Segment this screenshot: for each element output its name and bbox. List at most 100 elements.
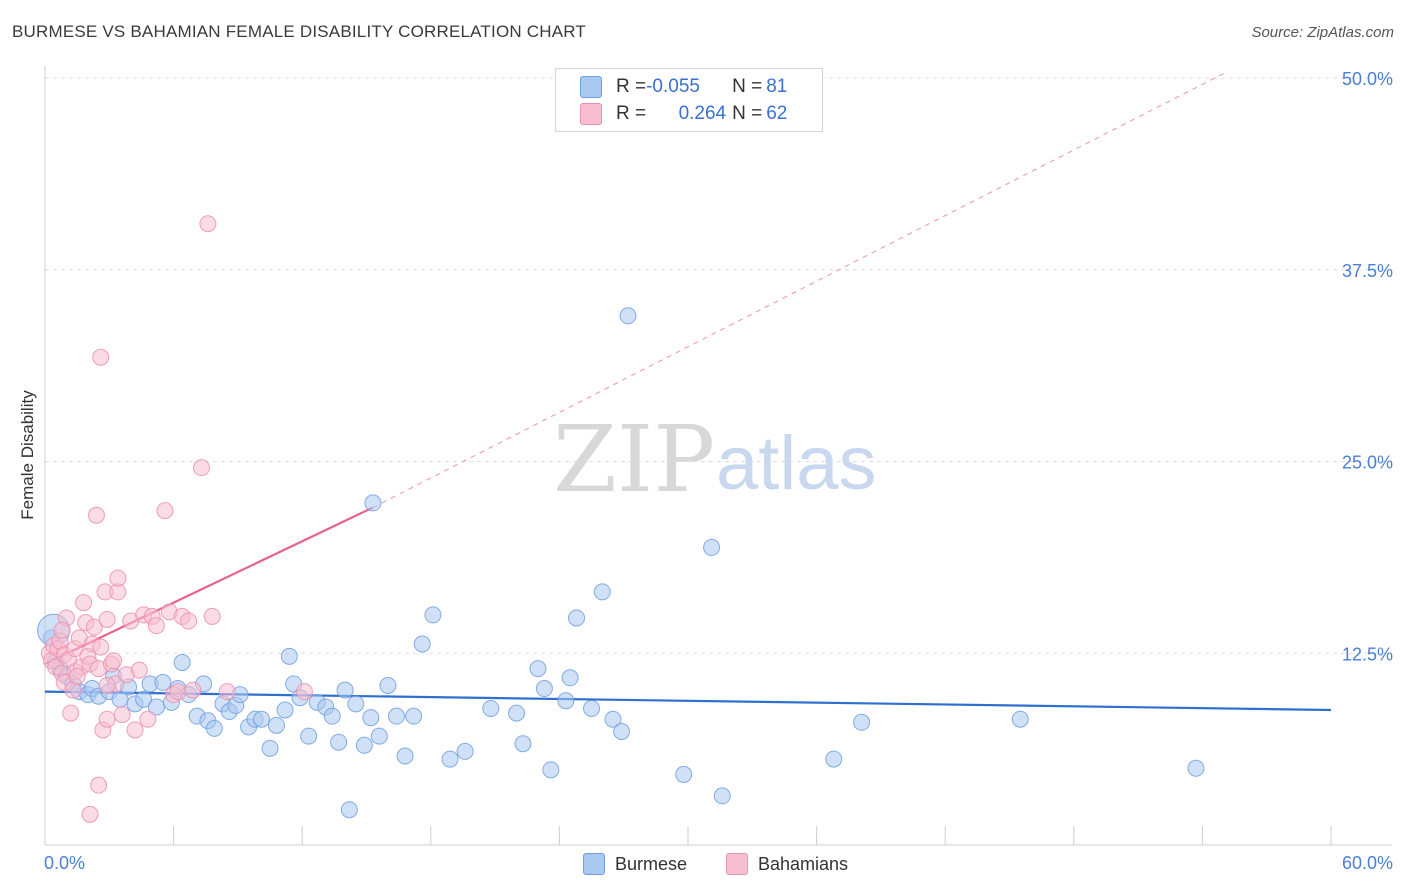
source-credit: Source: ZipAtlas.com [1251,24,1394,41]
point-burmese [542,761,560,779]
point-bahamians [192,459,210,477]
legend-n-label: N = [732,103,763,124]
point-burmese [388,707,406,725]
tick-labels: 12.5% 25.0% 37.5% 50.0% 0.0% 60.0% [44,69,1393,873]
point-bahamians [218,683,236,701]
point-burmese [173,653,191,671]
point-burmese [135,690,153,708]
bottom-legend-swatch-bahamians [726,853,748,875]
point-bahamians [92,638,110,656]
point-bahamians [180,612,198,630]
watermark-zip: ZIP [553,406,715,513]
point-burmese [441,750,459,768]
point-burmese [405,707,423,725]
bottom-legend-bahamians: Bahamians [726,852,848,876]
point-bahamians [87,506,105,524]
point-burmese [713,787,731,805]
point-burmese [613,722,631,740]
point-burmese [568,609,586,627]
point-burmese [280,647,298,665]
point-burmese [340,801,358,819]
point-burmese [413,635,431,653]
trend-line-burmese [44,690,1332,712]
point-burmese [619,307,637,325]
point-burmese [364,494,382,512]
point-bahamians [295,683,313,701]
point-bahamians [62,704,80,722]
point-burmese [482,699,500,717]
point-burmese [396,747,414,765]
point-bahamians [81,805,99,823]
y-tick-label: 50.0% [1342,69,1393,89]
point-burmese [379,676,397,694]
y-tick-label: 12.5% [1342,644,1393,664]
legend-row-burmese: R = -0.055 N = 81 [580,75,787,99]
point-burmese [825,750,843,768]
point-burmese [561,669,579,687]
point-bahamians [90,776,108,794]
bottom-legend-label-burmese: Burmese [615,853,688,874]
y-tick-label: 25.0% [1342,453,1393,473]
point-bahamians [68,667,86,685]
point-bahamians [98,676,116,694]
watermark-atlas: atlas [716,421,877,506]
bottom-legend-burmese: Burmese [583,852,687,876]
point-burmese [347,695,365,713]
legend-r-label: R = [616,103,647,124]
point-burmese [535,680,553,698]
point-burmese [456,742,474,760]
trend-line-bahamians [44,506,374,665]
point-burmese [252,710,270,728]
point-bahamians [203,607,221,625]
point-burmese [675,765,693,783]
point-bahamians [98,710,116,728]
data-points [37,215,1205,823]
point-burmese [508,704,526,722]
point-burmese [323,707,341,725]
legend-n-value: 62 [766,103,788,124]
point-bahamians [126,721,144,739]
point-burmese [557,692,575,710]
legend-r-label: R = [616,76,647,97]
point-bahamians [139,710,157,728]
point-burmese [424,606,442,624]
point-burmese [362,709,380,727]
point-bahamians [184,681,202,699]
point-burmese [355,736,373,754]
point-burmese [336,681,354,699]
point-bahamians [147,617,165,635]
point-bahamians [92,348,110,366]
point-bahamians [169,683,187,701]
axes [44,66,1392,846]
point-burmese [276,701,294,719]
y-tick-label: 37.5% [1342,261,1393,281]
trend-lines [44,72,1332,712]
legend-r-value: 0.264 [678,103,727,124]
point-bahamians [199,215,217,233]
watermark: ZIP atlas [553,406,877,513]
point-bahamians [75,594,93,612]
point-burmese [1011,710,1029,728]
point-burmese [853,713,871,731]
point-bahamians [53,621,71,639]
point-bahamians [109,569,127,587]
point-bahamians [130,661,148,679]
correlation-legend: R = -0.055 N = 81 R = 0.264 N = 62 [555,68,823,132]
point-burmese [529,660,547,678]
point-burmese [267,716,285,734]
point-burmese [370,727,388,745]
point-burmese [703,538,721,556]
point-burmese [330,733,348,751]
point-burmese [154,673,172,691]
chart-title: BURMESE VS BAHAMIAN FEMALE DISABILITY CO… [12,22,587,41]
bottom-legend-swatch-burmese [583,853,605,875]
legend-n-value: 81 [766,76,788,97]
point-bahamians [156,502,174,520]
point-burmese [514,735,532,753]
point-bahamians [105,652,123,670]
point-burmese [261,739,279,757]
bottom-legend-label-bahamians: Bahamians [758,853,849,874]
point-burmese [593,583,611,601]
legend-swatch-burmese [580,76,602,98]
